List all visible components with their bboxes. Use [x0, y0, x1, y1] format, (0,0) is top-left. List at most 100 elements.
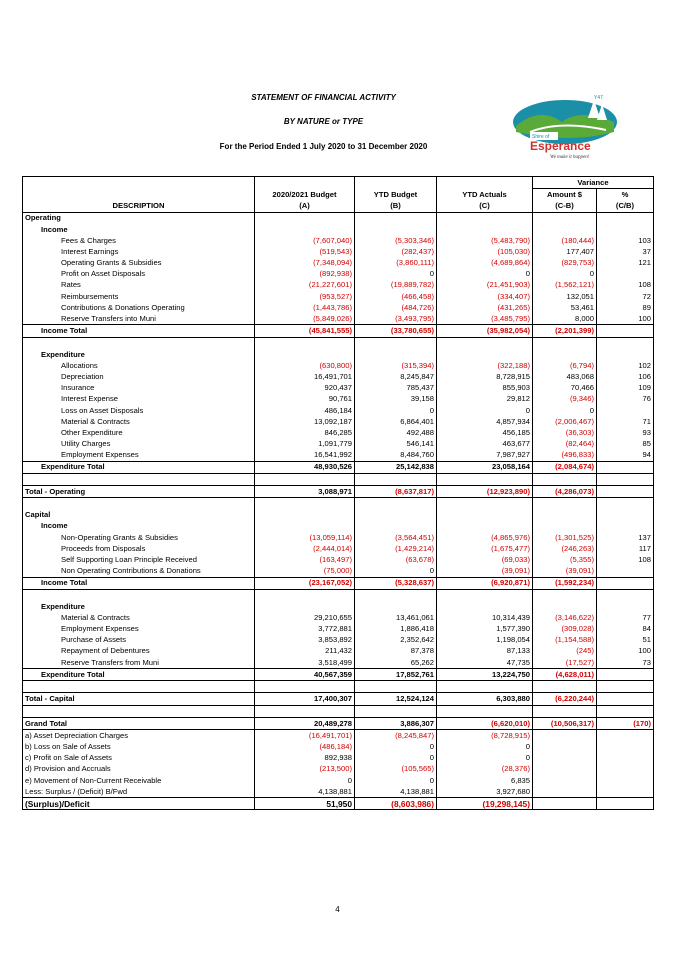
row-label: Reserve Transfers from Muni: [22, 656, 255, 669]
row-value-b: [354, 212, 437, 224]
statement-title: STATEMENT OF FINANCIAL ACTIVITY: [251, 93, 396, 102]
row-value-v: [532, 785, 597, 798]
row-value-v: (2,006,467): [532, 415, 597, 428]
row-label: Rates: [22, 279, 255, 291]
row-label: Less: Surplus / (Deficit) B/Fwd: [22, 785, 255, 798]
row-value-a: (7,348,094): [254, 257, 355, 269]
row-label: e) Movement of Non-Current Receivable: [22, 774, 255, 786]
table-row: Allocations (630,800) (315,394) (322,188) (6…: [22, 360, 654, 372]
row-value-v: (309,028): [532, 623, 597, 635]
table-row: e) Movement of Non-Current Receivable 0 0 6…: [22, 774, 654, 786]
pct-code: (C/B): [596, 200, 654, 213]
table-row: Expenditure Total 48,930,526 25,142,838 23,…: [22, 460, 654, 474]
row-value-a: (1,443,786): [254, 302, 355, 314]
row-value-v: [532, 752, 597, 764]
row-value-b: 492,488: [354, 427, 437, 439]
row-value-v: 177,407: [532, 246, 597, 258]
row-label: Employment Expenses: [22, 449, 255, 462]
table-row: Contributions & Donations Operating (1,44…: [22, 302, 654, 314]
row-value-b: (3,493,795): [354, 313, 437, 325]
table-row: Material & Contracts 29,210,655 13,461,061…: [22, 612, 654, 624]
row-value-c: 0: [436, 268, 533, 280]
logo-tagline-text: We make it happen!: [550, 155, 590, 160]
row-value-a: 892,938: [254, 752, 355, 764]
variance-header: Variance: [532, 176, 654, 190]
row-value-a: (75,000): [254, 565, 355, 578]
row-label: Purchase of Assets: [22, 634, 255, 646]
row-value-p: [596, 774, 654, 786]
table-body: Operating Income Fees & Charges (7,607,040)…: [22, 212, 654, 811]
row-value-v: (180,444): [532, 234, 597, 247]
row-value-c: (39,091): [436, 565, 533, 578]
row-value-a: 17,400,307: [254, 692, 355, 706]
statement-subtitle: BY NATURE or TYPE: [283, 117, 364, 126]
row-value-v: (9,346): [532, 393, 597, 405]
row-value-p: 108: [596, 279, 654, 291]
row-value-p: [596, 741, 654, 753]
row-value-c: 463,677: [436, 438, 533, 450]
row-label: Self Supporting Loan Principle Received: [22, 554, 255, 566]
row-value-b: 3,886,307: [354, 716, 437, 731]
statement-period: For the Period Ended 1 July 2020 to 31 D…: [219, 142, 428, 151]
row-value-p: 106: [596, 371, 654, 383]
row-value-b: 8,484,760: [354, 449, 437, 462]
row-value-b: [354, 600, 437, 613]
row-value-p: 76: [596, 393, 654, 405]
row-value-v: [532, 348, 597, 360]
ytd-actuals-header: YTD Actuals: [436, 188, 533, 201]
table-row: Utility Charges 1,091,779 546,141 463,677 (8…: [22, 438, 654, 450]
row-value-v: 0: [532, 404, 597, 416]
table-row: Income: [22, 520, 654, 532]
row-label: b) Loss on Sale of Assets: [22, 741, 255, 753]
table-row: Employment Expenses 16,541,992 8,484,760 7,…: [22, 449, 654, 462]
description-header: DESCRIPTION: [22, 200, 255, 213]
table-row: [22, 589, 654, 601]
pct-header: %: [596, 188, 654, 201]
row-value-b: 1,886,418: [354, 623, 437, 635]
row-value-c: 29,812: [436, 393, 533, 405]
row-value-v: 132,051: [532, 290, 597, 303]
row-label: Income: [22, 223, 255, 235]
amount-header: Amount $: [532, 188, 597, 201]
row-value-b: 0: [354, 741, 437, 753]
row-value-c: 13,224,750: [436, 668, 533, 682]
row-value-v: (39,091): [532, 565, 597, 578]
row-value-a: 486,184: [254, 404, 355, 416]
row-value-p: [596, 600, 654, 613]
row-value-a: 920,437: [254, 382, 355, 394]
row-value-p: [596, 509, 654, 521]
table-row: Rates (21,227,601) (19,889,782) (21,451,903…: [22, 279, 654, 291]
table-row: [22, 680, 654, 693]
row-value-p: 109: [596, 382, 654, 394]
row-value-b: (3,860,111): [354, 257, 437, 269]
table-row: Income Total (45,841,555) (33,780,655) (35,…: [22, 324, 654, 338]
table-row: [22, 473, 654, 486]
table-row: c) Profit on Sale of Assets 892,938 0 0: [22, 752, 654, 764]
row-value-b: (1,429,214): [354, 543, 437, 555]
row-label: Insurance: [22, 382, 255, 394]
row-value-c: (322,188): [436, 360, 533, 372]
row-label: Capital: [22, 509, 255, 521]
row-value-p: 72: [596, 290, 654, 303]
row-value-a: 51,950: [254, 797, 355, 811]
row-value-p: 117: [596, 543, 654, 555]
row-value-p: 77: [596, 612, 654, 624]
row-value-c: (8,728,915): [436, 729, 533, 742]
row-label: Expenditure: [22, 348, 255, 360]
row-value-p: 93: [596, 427, 654, 439]
row-label: Material & Contracts: [22, 612, 255, 624]
row-label: d) Provision and Accruals: [22, 763, 255, 775]
row-value-a: (23,167,052): [254, 576, 355, 590]
row-value-v: (36,303): [532, 427, 597, 439]
row-label: Interest Expense: [22, 393, 255, 405]
row-value-a: [254, 212, 355, 224]
row-value-v: 0: [532, 268, 597, 280]
row-label: Income Total: [22, 576, 255, 590]
row-value-v: (6,794): [532, 360, 597, 372]
row-value-c: (6,620,010): [436, 716, 533, 731]
row-value-a: 211,432: [254, 645, 355, 657]
row-value-p: [596, 460, 654, 474]
row-value-c: (4,689,864): [436, 257, 533, 269]
table-row: [22, 705, 654, 718]
row-value-v: [532, 509, 597, 521]
